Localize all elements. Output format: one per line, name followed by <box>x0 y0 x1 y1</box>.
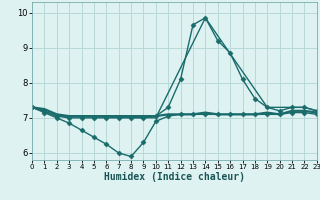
X-axis label: Humidex (Indice chaleur): Humidex (Indice chaleur) <box>104 172 245 182</box>
